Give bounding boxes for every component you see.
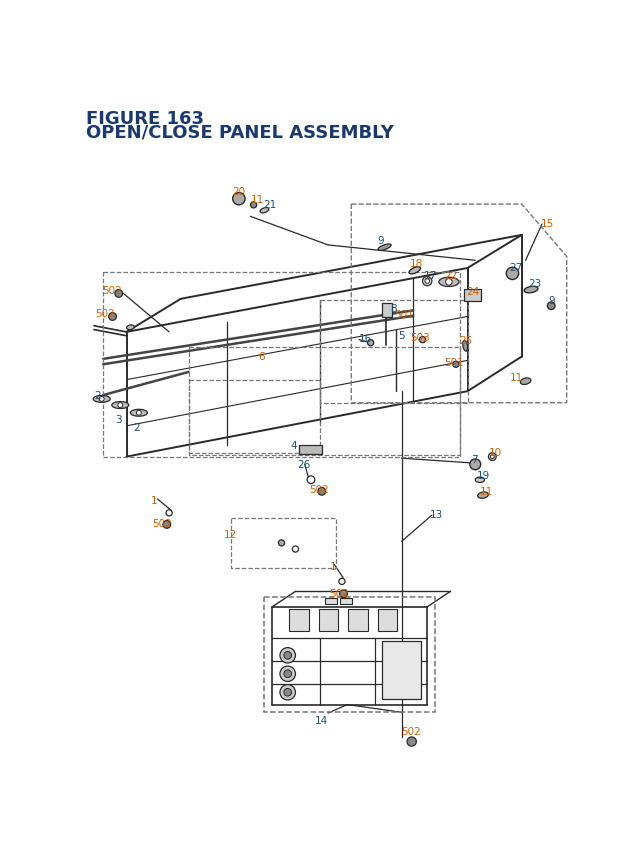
Circle shape — [506, 268, 518, 280]
Text: 11: 11 — [480, 486, 493, 496]
Circle shape — [339, 579, 345, 585]
Ellipse shape — [477, 492, 488, 499]
Ellipse shape — [409, 268, 420, 275]
Text: 11: 11 — [250, 195, 264, 205]
Circle shape — [307, 476, 315, 484]
Text: 9: 9 — [378, 236, 384, 245]
Text: 6: 6 — [259, 352, 265, 362]
Text: 19: 19 — [477, 471, 490, 481]
Circle shape — [488, 453, 496, 461]
Text: 9: 9 — [548, 295, 555, 306]
Circle shape — [422, 277, 432, 287]
Circle shape — [250, 202, 257, 208]
Ellipse shape — [439, 278, 459, 287]
Text: 502: 502 — [152, 518, 172, 529]
Text: 22: 22 — [444, 271, 458, 281]
Text: 3: 3 — [115, 414, 122, 424]
Ellipse shape — [463, 341, 468, 351]
Text: 13: 13 — [430, 510, 444, 519]
Text: 5: 5 — [397, 331, 404, 340]
Ellipse shape — [127, 325, 134, 331]
Circle shape — [318, 488, 326, 496]
Text: 15: 15 — [540, 219, 554, 229]
Text: 25: 25 — [460, 336, 473, 345]
Text: 503: 503 — [410, 332, 430, 343]
Text: 502: 502 — [309, 484, 329, 494]
Circle shape — [284, 689, 292, 697]
Ellipse shape — [520, 379, 531, 385]
Text: 501: 501 — [444, 357, 464, 367]
Text: 12: 12 — [223, 530, 237, 539]
Ellipse shape — [260, 208, 269, 214]
Circle shape — [419, 338, 426, 344]
Ellipse shape — [524, 287, 538, 294]
Circle shape — [292, 547, 298, 553]
Ellipse shape — [93, 396, 110, 403]
Circle shape — [99, 397, 104, 402]
Text: 17: 17 — [424, 271, 437, 281]
Text: FIGURE 163: FIGURE 163 — [86, 109, 204, 127]
Circle shape — [115, 290, 123, 298]
Text: 18: 18 — [410, 258, 422, 269]
Text: 16: 16 — [359, 334, 372, 344]
Bar — [463, 289, 481, 301]
Text: 24: 24 — [466, 287, 479, 296]
Text: 1: 1 — [151, 496, 158, 505]
Circle shape — [280, 684, 296, 700]
Text: 501: 501 — [394, 309, 413, 319]
Circle shape — [166, 511, 172, 517]
Text: 4: 4 — [291, 440, 298, 450]
Text: OPEN/CLOSE PANEL ASSEMBLY: OPEN/CLOSE PANEL ASSEMBLY — [86, 123, 394, 141]
Text: 20: 20 — [232, 186, 245, 196]
Bar — [325, 598, 337, 604]
Text: 14: 14 — [315, 715, 328, 726]
Text: 502: 502 — [402, 727, 421, 736]
Text: 502: 502 — [330, 588, 349, 598]
Circle shape — [407, 737, 417, 746]
Circle shape — [470, 460, 481, 470]
Bar — [319, 610, 338, 631]
Circle shape — [278, 540, 285, 547]
Circle shape — [109, 313, 116, 321]
Text: 8: 8 — [390, 303, 397, 313]
Circle shape — [233, 194, 245, 206]
Text: 11: 11 — [510, 373, 524, 382]
Text: 10: 10 — [488, 447, 502, 457]
Text: 2: 2 — [134, 423, 140, 432]
Circle shape — [367, 340, 374, 346]
Circle shape — [163, 521, 171, 529]
Bar — [298, 446, 322, 455]
Circle shape — [284, 652, 292, 660]
Ellipse shape — [112, 402, 129, 409]
Circle shape — [547, 302, 555, 310]
Circle shape — [340, 590, 348, 598]
Ellipse shape — [476, 478, 484, 483]
Text: 1: 1 — [330, 561, 336, 571]
Bar — [378, 610, 397, 631]
Circle shape — [136, 411, 141, 416]
Circle shape — [280, 666, 296, 682]
Text: 26: 26 — [297, 460, 310, 469]
Text: 21: 21 — [263, 201, 276, 210]
Circle shape — [490, 455, 494, 459]
Bar — [340, 598, 352, 604]
Circle shape — [452, 362, 459, 368]
Text: 23: 23 — [528, 279, 541, 288]
Bar — [289, 610, 308, 631]
Text: 502: 502 — [95, 309, 115, 319]
Bar — [382, 303, 392, 317]
Text: 2: 2 — [94, 391, 100, 401]
Text: 27: 27 — [509, 263, 523, 273]
Bar — [348, 610, 367, 631]
Text: 502: 502 — [102, 286, 122, 295]
Circle shape — [118, 403, 123, 408]
Circle shape — [280, 647, 296, 663]
Circle shape — [284, 670, 292, 678]
Bar — [382, 641, 421, 699]
Text: 7: 7 — [472, 454, 478, 464]
Circle shape — [445, 279, 452, 286]
Circle shape — [425, 280, 429, 284]
Ellipse shape — [378, 245, 391, 251]
Ellipse shape — [131, 410, 147, 417]
